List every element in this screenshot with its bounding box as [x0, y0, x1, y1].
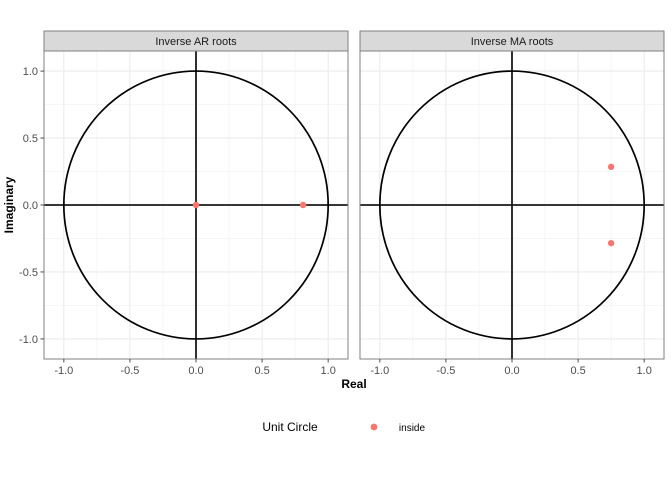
- x-axis-tick-label: -0.5: [120, 365, 139, 377]
- unit-circle: [62, 70, 330, 340]
- facet-strip-label-1: Inverse AR roots: [155, 36, 237, 48]
- y-axis-tick-label: 1.0: [23, 66, 38, 78]
- x-axis-tick-label: -1.0: [54, 365, 73, 377]
- data-point: [607, 163, 615, 171]
- x-axis-tick-label: 1.0: [637, 365, 652, 377]
- x-axis-tick-label: 0.5: [254, 365, 269, 377]
- data-point: [607, 239, 615, 247]
- generated-chart-layer: Inverse AR roots -1.0 -0.5 0.0 0.5 1.0 -1.0 -0.…: [2, 30, 665, 434]
- legend: Unit Circle inside: [262, 420, 425, 434]
- x-axis-title: Real: [341, 377, 366, 391]
- x-axis-tick-label: -1.0: [370, 365, 389, 377]
- y-axis-title: Imaginary: [2, 176, 16, 233]
- facet-strip-label-2: Inverse MA roots: [471, 36, 554, 48]
- x-axis-tick-label: 0.0: [504, 365, 519, 377]
- data-point: [299, 201, 307, 209]
- unit-circle: [378, 70, 646, 340]
- x-axis-tick-label: -0.5: [436, 365, 455, 377]
- y-axis-tick-label: -0.5: [19, 267, 38, 279]
- panel-content-2: [360, 51, 664, 359]
- legend-title: Unit Circle: [262, 420, 318, 434]
- x-axis-tick-label: 1.0: [321, 365, 336, 377]
- x-axis-tick-label: 0.0: [188, 365, 203, 377]
- y-axis-tick-label: 0.0: [23, 200, 38, 212]
- y-axis-tick-label: 0.5: [23, 133, 38, 145]
- legend-key-label-inside: inside: [399, 423, 426, 434]
- legend-key-marker-inside[interactable]: [370, 423, 378, 431]
- facet-panel-1: Inverse AR roots -1.0 -0.5 0.0 0.5 1.0 -1.0 -0.…: [19, 30, 349, 377]
- data-point: [192, 201, 200, 209]
- x-axis-tick-label: 0.5: [570, 365, 585, 377]
- panel-content-1: [44, 51, 348, 359]
- facet-panel-2: Inverse MA roots -1.0 -0.5 0.0 0.5 1.0: [359, 30, 665, 377]
- y-axis-tick-label: -1.0: [19, 334, 38, 346]
